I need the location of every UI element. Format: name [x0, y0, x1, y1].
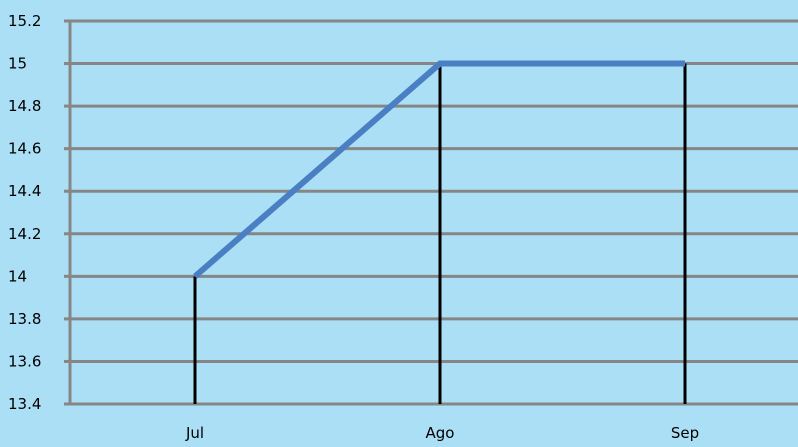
gridlines — [70, 19, 798, 363]
y-tick-label: 14.2 — [8, 225, 41, 243]
y-tick-labels: 13.4 13.6 13.8 14 14.2 14.4 14.6 14.8 15 15.2 — [8, 12, 41, 413]
series-line — [193, 60, 685, 279]
x-tick-label: Sep — [671, 424, 699, 442]
x-tick-label: Ago — [426, 424, 455, 442]
x-tick-label: Jul — [185, 424, 204, 442]
y-tick-label: 14 — [8, 267, 27, 285]
x-tick-labels: Jul Ago Sep — [185, 424, 699, 442]
y-tick-label: 14.6 — [8, 140, 41, 158]
drop-lines — [193, 63, 687, 404]
y-tick-label: 15.2 — [8, 12, 41, 30]
y-tick-label: 14.4 — [8, 182, 41, 200]
y-tick-label: 13.6 — [8, 352, 41, 370]
y-tick-label: 13.8 — [8, 310, 41, 328]
y-tick-label: 13.4 — [8, 395, 41, 413]
series — [193, 60, 685, 279]
y-tick-label: 14.8 — [8, 97, 41, 115]
y-tick-label: 15 — [8, 55, 27, 73]
axes — [64, 19, 798, 406]
